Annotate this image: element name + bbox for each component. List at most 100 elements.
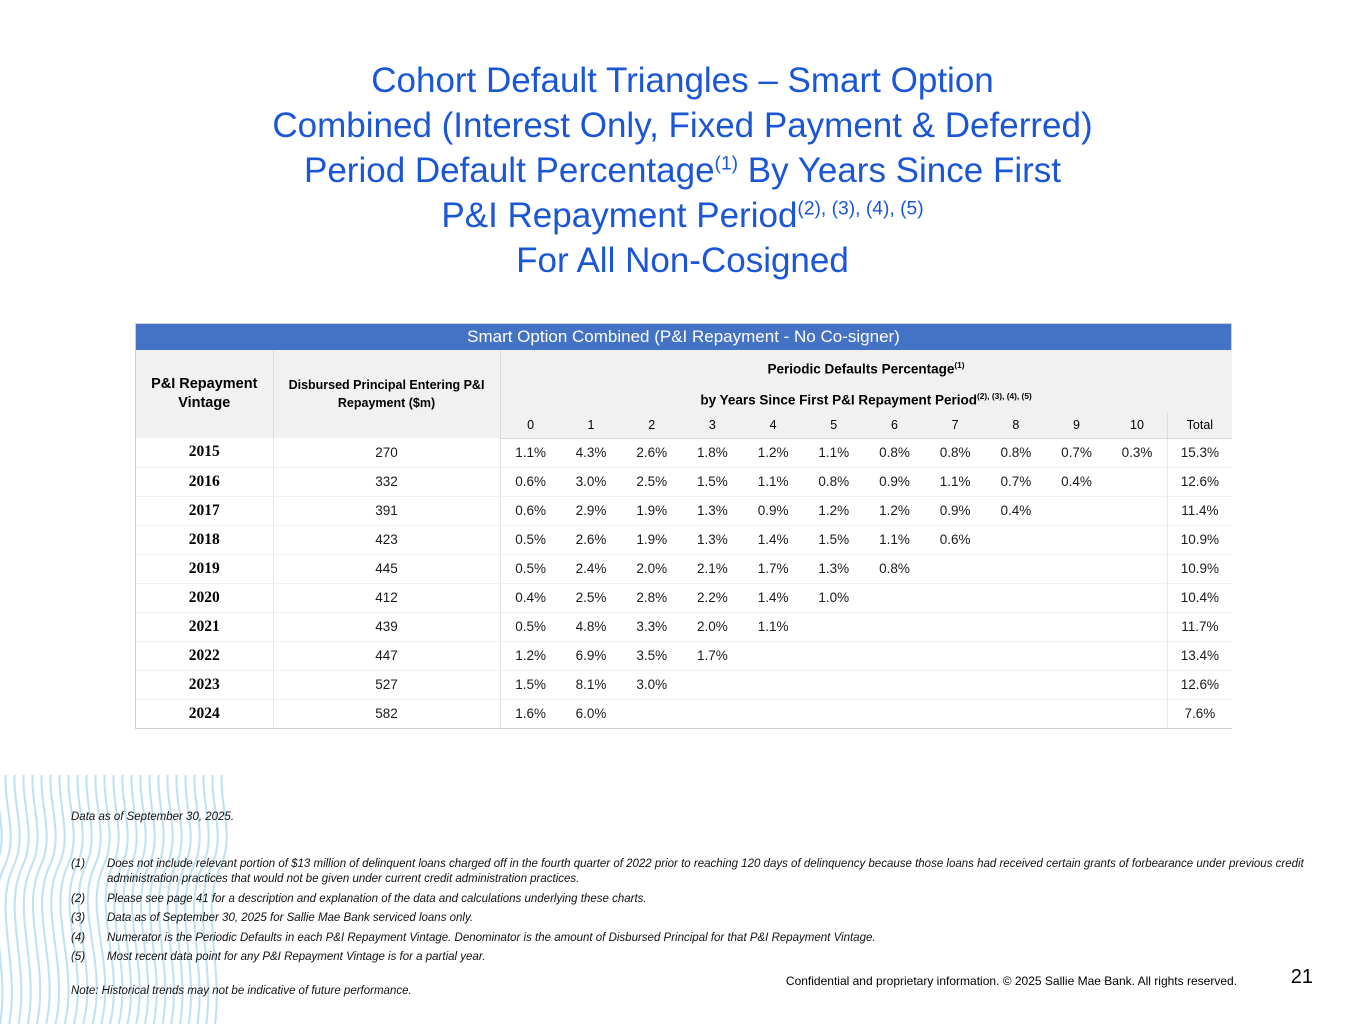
cell-percentage: 2.0% [682, 612, 743, 642]
year-header-row: 0 1 2 3 4 5 6 7 8 9 10 Total [136, 413, 1232, 439]
cell-percentage: 1.3% [682, 496, 743, 526]
cell-percentage: 1.0% [803, 583, 865, 613]
cell-principal: 445 [273, 554, 501, 584]
cell-principal: 582 [273, 699, 501, 728]
cell-total: 15.3% [1167, 438, 1232, 468]
cell-percentage [985, 699, 1047, 728]
cell-percentage [742, 670, 804, 700]
footnotes-block: Data as of September 30, 2025. (1) Does n… [71, 810, 1321, 999]
cell-vintage: 2015 [136, 438, 274, 468]
cell-percentage [864, 612, 925, 642]
year-column-header: 10 [1106, 413, 1168, 439]
cell-percentage [864, 699, 925, 728]
footnote-refs-2345: (2), (3), (4), (5) [797, 198, 924, 220]
cell-percentage: 2.2% [682, 583, 743, 613]
cell-percentage [1046, 699, 1107, 728]
cell-percentage [864, 583, 925, 613]
year-column-header: 7 [924, 413, 986, 439]
cell-percentage: 1.1% [500, 438, 561, 468]
title-line-3: Period Default Percentage(1) By Years Si… [304, 151, 1061, 190]
footnote-number: (3) [71, 912, 86, 924]
cell-percentage [1106, 670, 1168, 700]
footnote-number: (4) [71, 931, 86, 944]
cell-percentage: 3.5% [621, 641, 683, 671]
cell-percentage [924, 554, 986, 584]
cell-percentage: 1.1% [742, 612, 804, 642]
cell-percentage: 1.7% [682, 641, 743, 671]
cell-percentage [1046, 612, 1107, 642]
table-row: 2019 445 0.5% 2.4% 2.0% 2.1% 1.7% 1.3% 0.8% 10.9% [136, 554, 1232, 584]
cell-vintage: 2023 [136, 670, 274, 700]
cell-percentage: 2.1% [682, 554, 743, 584]
cell-percentage: 0.6% [500, 496, 561, 526]
table-banner: Smart Option Combined (P&I Repayment - N… [136, 324, 1231, 350]
year-column-header: 4 [742, 413, 804, 439]
footnote-number: (5) [71, 951, 86, 963]
cell-percentage: 1.5% [803, 525, 865, 555]
cell-percentage: 1.1% [742, 467, 804, 497]
footnote-text: Please see page 41 for a description and… [107, 892, 647, 905]
total-column-header: Total [1167, 413, 1232, 439]
cell-percentage [803, 699, 865, 728]
cell-percentage: 1.2% [864, 496, 925, 526]
title-line-4: P&I Repayment Period(2), (3), (4), (5) [441, 196, 924, 235]
cell-percentage: 0.6% [500, 467, 561, 497]
year-column-header: 0 [500, 413, 561, 439]
cell-percentage [924, 670, 986, 700]
cell-percentage [924, 641, 986, 671]
cell-percentage: 2.8% [621, 583, 683, 613]
cell-percentage [1046, 641, 1107, 671]
cell-percentage: 0.8% [985, 438, 1047, 468]
cell-percentage: 0.8% [803, 467, 865, 497]
cell-percentage [1106, 612, 1168, 642]
cell-percentage [1106, 554, 1168, 584]
historical-note: Note: Historical trends may not be indic… [71, 984, 412, 997]
cell-percentage: 1.3% [803, 554, 865, 584]
year-column-header: 5 [803, 413, 865, 439]
cell-percentage [924, 583, 986, 613]
cell-percentage: 2.4% [560, 554, 622, 584]
footnote-item: (3) Data as of September 30, 2025 for Sal… [71, 911, 1321, 927]
cell-percentage: 0.8% [924, 438, 986, 468]
year-column-header: 8 [985, 413, 1047, 439]
cell-total: 11.7% [1167, 612, 1232, 642]
cell-percentage [985, 583, 1047, 613]
table-row: 2018 423 0.5% 2.6% 1.9% 1.3% 1.4% 1.5% 1.1% 0.6% 1… [136, 525, 1232, 555]
cell-percentage: 2.9% [560, 496, 622, 526]
cell-percentage: 0.5% [500, 612, 561, 642]
cell-percentage [1046, 525, 1107, 555]
cell-percentage: 8.1% [560, 670, 622, 700]
cell-vintage: 2016 [136, 467, 274, 497]
cell-vintage: 2020 [136, 583, 274, 613]
cell-percentage: 0.5% [500, 554, 561, 584]
cell-total: 10.9% [1167, 525, 1232, 555]
cell-principal: 447 [273, 641, 501, 671]
wave-pattern-decoration [0, 775, 228, 1024]
footnote-ref-1: (1) [714, 153, 739, 175]
cell-percentage [742, 699, 804, 728]
cell-percentage: 3.3% [621, 612, 683, 642]
footnote-text: Does not include relevant portion of $13… [107, 857, 1304, 886]
cell-principal: 527 [273, 670, 501, 700]
year-column-header: 9 [1046, 413, 1107, 439]
cell-percentage: 0.7% [1046, 438, 1107, 468]
cell-percentage: 0.7% [985, 467, 1047, 497]
cell-percentage [803, 612, 865, 642]
confidentiality-notice: Confidential and proprietary information… [785, 974, 1237, 988]
footnote-text: Data as of September 30, 2025 for Sallie… [107, 912, 474, 924]
cell-percentage: 2.6% [560, 525, 622, 555]
column-header-principal: Disbursed Principal Entering P&I Repayme… [273, 350, 501, 438]
cell-percentage: 0.9% [864, 467, 925, 497]
cell-percentage: 1.9% [621, 496, 683, 526]
title-line-1: Cohort Default Triangles – Smart Option [371, 61, 994, 100]
year-column-header: 1 [560, 413, 622, 439]
footnote-text: Numerator is the Periodic Defaults in ea… [107, 931, 876, 944]
cell-percentage: 1.9% [621, 525, 683, 555]
cell-percentage: 1.6% [500, 699, 561, 728]
year-column-header: 3 [682, 413, 743, 439]
footnote-item: (1) Does not include relevant portion of … [71, 857, 1321, 888]
cell-total: 11.4% [1167, 496, 1232, 526]
cell-percentage: 1.1% [864, 525, 925, 555]
page-number: 21 [1290, 966, 1313, 988]
cell-percentage [985, 612, 1047, 642]
